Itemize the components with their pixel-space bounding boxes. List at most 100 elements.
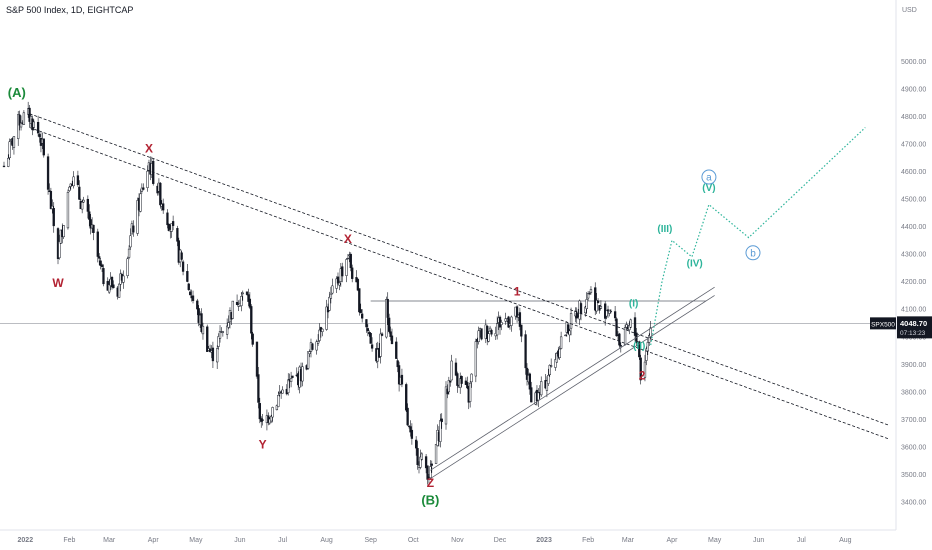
candle bbox=[645, 346, 648, 366]
candle bbox=[277, 391, 280, 408]
candle-body bbox=[547, 374, 550, 384]
candle-body bbox=[559, 336, 563, 349]
candle-body bbox=[525, 367, 529, 380]
candle bbox=[440, 413, 443, 429]
candle bbox=[365, 319, 368, 333]
candle bbox=[321, 328, 324, 337]
price-axis[interactable]: USD 5000.00 4900.00 4800.00 4700.00 4600.00 45… bbox=[895, 0, 926, 530]
candle bbox=[613, 305, 617, 322]
candle-body bbox=[216, 348, 219, 363]
candle-body bbox=[524, 334, 527, 369]
price-tick-label: 3900.00 bbox=[901, 362, 926, 369]
candle-body bbox=[595, 300, 598, 312]
candle bbox=[540, 376, 543, 397]
candle bbox=[336, 272, 340, 286]
candle-body bbox=[126, 258, 129, 276]
candle-body bbox=[122, 275, 125, 283]
candle bbox=[588, 291, 591, 295]
candle bbox=[444, 381, 448, 430]
currency-label: USD bbox=[902, 7, 917, 14]
candle bbox=[385, 296, 388, 339]
candle-body bbox=[646, 342, 649, 352]
candle-body bbox=[645, 348, 648, 361]
candle-body bbox=[99, 260, 102, 266]
candle-body bbox=[596, 300, 600, 303]
candle-body bbox=[12, 136, 16, 148]
candle-body bbox=[270, 415, 273, 422]
candle bbox=[316, 334, 320, 346]
candle-body bbox=[456, 373, 459, 386]
candle bbox=[474, 338, 477, 383]
price-tick-label: 3400.00 bbox=[901, 499, 926, 506]
candle bbox=[250, 304, 253, 340]
candle bbox=[281, 386, 284, 394]
candle bbox=[19, 115, 23, 131]
candle bbox=[206, 324, 209, 352]
candle bbox=[390, 328, 394, 345]
candle-body bbox=[167, 223, 171, 231]
candle-body bbox=[366, 328, 369, 332]
wave-label: X bbox=[344, 232, 352, 246]
time-tick-label: May bbox=[189, 537, 203, 544]
candle bbox=[42, 138, 45, 158]
wave-labels-layer: (A) W X Y X Z (B) 1 2 (I) (II) (III) (IV) (V)a b bbox=[8, 85, 761, 508]
candle bbox=[306, 351, 310, 370]
candle-body bbox=[258, 403, 261, 420]
candle-body bbox=[409, 426, 412, 433]
candle-body bbox=[480, 328, 483, 340]
candle bbox=[227, 315, 230, 330]
time-tick-label: Feb bbox=[63, 537, 75, 544]
candle-body bbox=[407, 425, 411, 427]
candle bbox=[487, 331, 490, 343]
candle bbox=[271, 406, 274, 423]
candle bbox=[469, 381, 472, 408]
candle-body bbox=[594, 287, 597, 311]
candle-body bbox=[558, 348, 561, 358]
candle-body bbox=[628, 324, 631, 331]
candle-body bbox=[245, 291, 249, 295]
candle-body bbox=[385, 299, 388, 338]
candle bbox=[351, 264, 354, 283]
candle-body bbox=[370, 344, 374, 349]
candle bbox=[345, 258, 348, 283]
descending-channel-line bbox=[29, 113, 889, 426]
candle bbox=[248, 292, 252, 310]
candle bbox=[530, 381, 533, 403]
candle bbox=[315, 339, 318, 355]
candle bbox=[78, 180, 81, 201]
candle bbox=[8, 138, 11, 160]
candle bbox=[92, 224, 95, 241]
candle bbox=[397, 361, 401, 392]
candle bbox=[338, 280, 341, 291]
candle bbox=[406, 403, 409, 427]
candle bbox=[181, 259, 185, 276]
time-tick-label: 2023 bbox=[536, 537, 552, 544]
candle-body bbox=[72, 176, 75, 187]
candle-body bbox=[406, 407, 409, 426]
candle-body bbox=[66, 192, 70, 229]
candle bbox=[559, 331, 563, 350]
candle-body bbox=[136, 200, 139, 234]
candle bbox=[555, 351, 559, 363]
candle-body bbox=[240, 296, 243, 307]
candle-body bbox=[389, 331, 392, 337]
candle-body bbox=[434, 443, 438, 464]
candle-body bbox=[488, 327, 492, 332]
time-axis[interactable]: 2022 Feb Mar Apr May Jun Jul Aug Sep Oct Nov Dec 202… bbox=[0, 529, 896, 544]
candle-body bbox=[615, 318, 618, 337]
candle-body bbox=[618, 333, 621, 346]
time-tick-label: Dec bbox=[494, 537, 507, 544]
candle-body bbox=[2, 165, 6, 168]
candle-body bbox=[568, 330, 571, 336]
candle-body bbox=[92, 224, 95, 233]
candle-body bbox=[86, 198, 90, 212]
candle-body bbox=[410, 429, 414, 439]
candle-body bbox=[248, 298, 252, 308]
candle-body bbox=[487, 333, 490, 342]
candle-body bbox=[349, 253, 352, 269]
candle bbox=[477, 326, 480, 345]
candle bbox=[112, 280, 115, 289]
candle bbox=[129, 228, 132, 250]
candle-body bbox=[200, 313, 203, 332]
